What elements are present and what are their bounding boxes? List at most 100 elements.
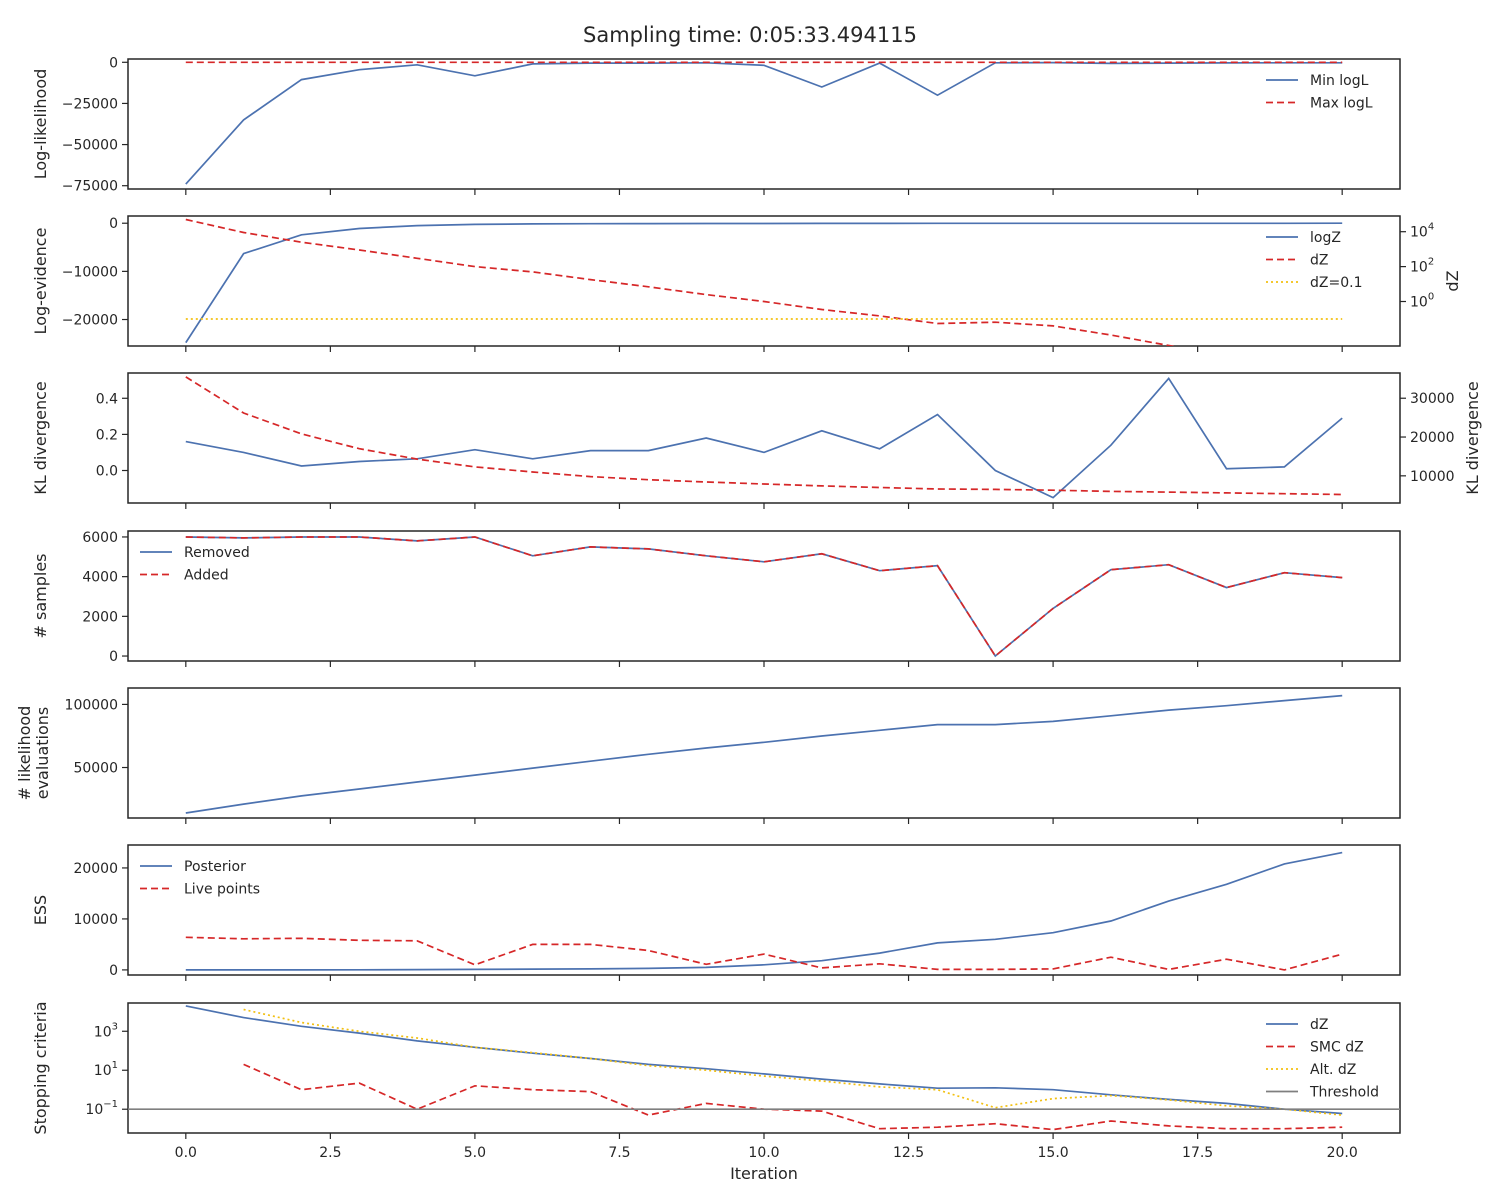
panel-3: 0.4 0.2 0.0 30000 20000 10000 KL divergence KL … <box>31 372 1482 509</box>
plot-area <box>185 376 1343 499</box>
legend: logZ dZ dZ=0.1 <box>1266 230 1362 291</box>
y-axis-label: Log-likelihood <box>31 69 50 180</box>
y-tick-label: −10000 <box>62 264 118 280</box>
y-tick-label: 0 <box>109 55 118 71</box>
panel-1: 0 −25000 −50000 −75000 Log-likelihood Min log… <box>31 55 1401 195</box>
y-axis-label: evaluations <box>33 707 52 800</box>
legend: dZ SMC dZ Alt. dZ Threshold <box>1266 1017 1379 1101</box>
legend-label: dZ <box>1310 1017 1328 1033</box>
panel-7: 0.0 2.5 5.0 7.5 10.0 12.5 15.0 17.5 20.0 103 101 10… <box>31 1001 1401 1161</box>
legend-label: Added <box>184 568 229 584</box>
series-line-added <box>185 536 1343 658</box>
y-axis-label: KL divergence <box>31 381 50 494</box>
right-y-tick-label: 20000 <box>1410 430 1455 446</box>
y-tick-label: −75000 <box>62 179 118 195</box>
x-tick-label: 5.0 <box>464 1145 486 1161</box>
y-tick-label: 10000 <box>73 912 118 928</box>
series-line-removed <box>185 536 1343 658</box>
y-tick-label: 101 <box>94 1060 118 1079</box>
panel-6: 20000 10000 0 ESS Posterior Live points <box>31 844 1401 981</box>
y-tick-label: 100000 <box>65 697 118 713</box>
legend-label: SMC dZ <box>1310 1040 1364 1056</box>
plot-area <box>185 536 1343 658</box>
right-y-tick-label: 104 <box>1410 222 1434 241</box>
panel-5: 100000 50000 # likelihood evaluations <box>15 687 1401 824</box>
right-y-axis-label: KL divergence <box>1463 381 1482 494</box>
axes-frame <box>127 58 1401 190</box>
legend-label: Posterior <box>184 859 246 875</box>
y-axis-label: # likelihood <box>15 706 34 801</box>
y-tick-label: −50000 <box>62 138 118 154</box>
right-y-axis-label: dZ <box>1443 270 1462 291</box>
legend-label: logZ <box>1310 230 1341 246</box>
x-tick-label: 2.5 <box>319 1145 341 1161</box>
y-tick-label: 6000 <box>82 530 118 546</box>
y-tick-label: 0.4 <box>96 391 118 407</box>
legend: Posterior Live points <box>140 859 260 898</box>
y-tick-label: 4000 <box>82 570 118 586</box>
right-y-tick-label: 102 <box>1410 257 1434 276</box>
x-tick-label: 15.0 <box>1038 1145 1069 1161</box>
series-line-smc-dz <box>243 1063 1343 1131</box>
axes-frame <box>127 215 1401 347</box>
series-line-data <box>185 376 1343 496</box>
x-tick-label: 10.0 <box>748 1145 779 1161</box>
plot-area <box>185 61 1343 185</box>
x-tick-label: 20.0 <box>1327 1145 1358 1161</box>
y-tick-label: 50000 <box>73 761 118 777</box>
y-tick-label: 20000 <box>73 861 118 877</box>
x-tick-label: 0.0 <box>175 1145 197 1161</box>
y-tick-label: 0.0 <box>96 464 118 480</box>
right-y-tick-label: 10000 <box>1410 469 1455 485</box>
x-axis-label: Iteration <box>730 1164 798 1183</box>
x-tick-label: 17.5 <box>1182 1145 1213 1161</box>
y-tick-label: 0 <box>109 216 118 232</box>
right-y-tick-label: 100 <box>1410 292 1434 311</box>
x-tick-label: 7.5 <box>608 1145 630 1161</box>
series-line-live-points <box>185 936 1343 971</box>
legend-label: dZ=0.1 <box>1310 275 1362 291</box>
series-line-data <box>185 376 1343 499</box>
x-tick-label: 12.5 <box>893 1145 924 1161</box>
legend: Removed Added <box>140 545 250 584</box>
legend-label: Alt. dZ <box>1310 1062 1356 1078</box>
series-line-posterior <box>185 851 1343 971</box>
y-axis-label: Log-evidence <box>31 228 50 335</box>
figure-title: Sampling time: 0:05:33.494115 <box>583 23 917 47</box>
series-line-min-logl <box>185 61 1343 185</box>
y-tick-label: 0 <box>109 963 118 979</box>
legend-label: Max logL <box>1310 96 1373 112</box>
axes-frame <box>127 844 1401 976</box>
series-line-data <box>185 694 1343 814</box>
right-y-tick-label: 30000 <box>1410 391 1455 407</box>
y-tick-label: 2000 <box>82 609 118 625</box>
legend-label: Threshold <box>1309 1085 1379 1101</box>
plot-area <box>185 851 1343 971</box>
y-tick-label: 0 <box>109 649 118 665</box>
series-line-logz <box>185 222 1343 344</box>
y-axis-label: Stopping criteria <box>31 1001 50 1134</box>
y-tick-label: 103 <box>94 1021 118 1040</box>
series-line-alt-dz <box>243 1008 1343 1116</box>
legend: Min logL Max logL <box>1266 73 1373 112</box>
y-tick-label: 10−1 <box>85 1099 118 1118</box>
y-axis-label: # samples <box>31 554 50 639</box>
axes-frame <box>127 530 1401 662</box>
series-line-dz <box>185 1005 1343 1115</box>
axes-frame <box>127 1002 1401 1134</box>
y-tick-label: −20000 <box>62 313 118 329</box>
plot-area <box>185 218 1343 346</box>
series-line-dz <box>185 218 1177 346</box>
legend-label: Live points <box>184 882 260 898</box>
y-axis-label: ESS <box>31 895 50 925</box>
y-tick-label: 0.2 <box>96 427 118 443</box>
legend-label: Min logL <box>1310 73 1369 89</box>
legend-label: Removed <box>184 545 250 561</box>
plot-area <box>185 694 1343 814</box>
panel-4: 6000 4000 2000 0 # samples Removed Added <box>31 530 1401 667</box>
y-tick-label: −25000 <box>62 96 118 112</box>
legend-label: dZ <box>1310 253 1328 269</box>
plot-area <box>128 1005 1400 1131</box>
